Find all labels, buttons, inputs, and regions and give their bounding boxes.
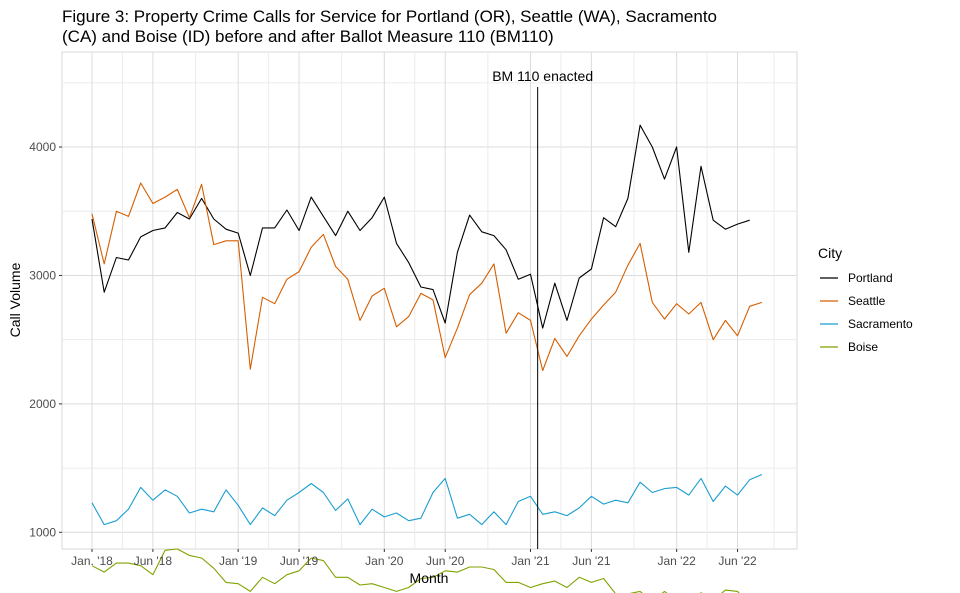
chart-title-line-2: (CA) and Boise (ID) before and after Bal… [62, 27, 554, 46]
legend-label-portland: Portland [848, 271, 893, 285]
x-tick-label: Jan '21 [511, 554, 550, 568]
x-tick-label: Jun '18 [134, 554, 173, 568]
series-line-boise [91, 548, 740, 593]
y-tick-label: 4000 [29, 140, 56, 154]
series-line-sacramento [91, 473, 763, 526]
plot-panel [61, 51, 798, 550]
x-tick-label: Jun '19 [280, 554, 319, 568]
annotation: BM 110 enacted [492, 68, 593, 549]
series-line-portland [91, 124, 750, 329]
legend-items: Portland Seattle Sacramento Boise [820, 271, 913, 354]
bm110-annotation-label: BM 110 enacted [492, 68, 593, 84]
x-tick-label: Jan '22 [657, 554, 696, 568]
x-axis-ticks: Jan. '18 Jun '18 Jan '19 Jun '19 Jan '20 Jun … [71, 549, 757, 568]
x-tick-label: Jan '20 [365, 554, 404, 568]
x-tick-label: Jun '22 [718, 554, 757, 568]
y-tick-label: 2000 [29, 397, 56, 411]
y-axis-ticks: 1000 2000 3000 4000 [29, 140, 62, 539]
grid-lines [62, 52, 797, 549]
chart-title: Figure 3: Property Crime Calls for Servi… [62, 7, 822, 47]
series-lines [91, 124, 763, 593]
x-tick-label: Jan '19 [219, 554, 258, 568]
legend-label-seattle: Seattle [848, 294, 886, 308]
legend-title: City [818, 245, 842, 261]
x-tick-label: Jan. '18 [71, 554, 113, 568]
legend-label-boise: Boise [848, 340, 878, 354]
y-tick-label: 1000 [29, 525, 56, 539]
y-tick-label: 3000 [29, 268, 56, 282]
legend: City Portland Seattle Sacramento Boise [818, 245, 913, 354]
x-axis-title: Month [410, 570, 449, 586]
legend-label-sacramento: Sacramento [848, 317, 913, 331]
x-tick-label: Jun '21 [572, 554, 611, 568]
chart-title-line-1: Figure 3: Property Crime Calls for Servi… [62, 7, 718, 26]
series-line-seattle [91, 182, 763, 372]
y-axis-title: Call Volume [7, 262, 23, 337]
x-tick-label: Jun '20 [426, 554, 465, 568]
